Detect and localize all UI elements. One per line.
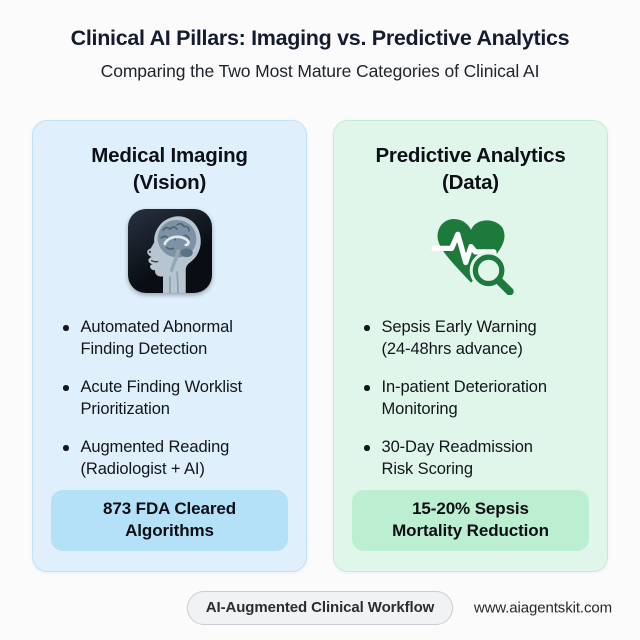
website-url: www.aiagentskit.com	[473, 599, 612, 617]
bullet-text: In-patient Deterioration	[381, 378, 548, 397]
card-title-line: Predictive Analytics	[375, 144, 566, 167]
badge-line: 15-20% Sepsis	[412, 498, 529, 518]
bullet-text: Prioritization	[80, 400, 170, 419]
bullet-text: Finding Detection	[80, 340, 208, 359]
bullet-icon	[63, 325, 69, 331]
brain-mri-icon	[127, 209, 212, 294]
list-item: 30-Day Readmission Risk Scoring	[364, 437, 589, 481]
list-item: Sepsis Early Warning (24-48hrs advance)	[364, 317, 589, 361]
card-title-line: Medical Imaging	[91, 144, 248, 167]
badge-line: 873 FDA Cleared	[103, 498, 236, 518]
card-icon-wrap	[127, 209, 212, 294]
bullet-text: Acute Finding Worklist	[80, 378, 243, 397]
bullet-text: (Radiologist + AI)	[80, 459, 205, 478]
footer: AI-Augmented Clinical Workflow www.aiage…	[0, 589, 640, 627]
bullet-text: Sepsis Early Warning	[381, 318, 537, 337]
feature-list: Automated Abnormal Finding Detection Acu…	[51, 317, 288, 481]
card-title-line: (Vision)	[132, 170, 207, 194]
card-predictive-analytics: Predictive Analytics (Data)	[333, 120, 608, 572]
header: Clinical AI Pillars: Imaging vs. Predict…	[0, 0, 640, 82]
card-title-predictive-analytics: Predictive Analytics (Data)	[352, 143, 589, 196]
bullet-text: (24-48hrs advance)	[381, 340, 523, 359]
stat-badge-sepsis: 15-20% Sepsis Mortality Reduction	[352, 489, 589, 551]
heart-pulse-magnifier-icon	[425, 208, 517, 296]
bullet-text: Automated Abnormal	[80, 318, 233, 337]
list-item: Acute Finding Worklist Prioritization	[63, 377, 288, 421]
workflow-pill: AI-Augmented Clinical Workflow	[186, 591, 454, 625]
card-title-line: (Data)	[442, 170, 499, 194]
badge-line: Algorithms	[125, 520, 214, 540]
list-item: Automated Abnormal Finding Detection	[63, 317, 288, 361]
workflow-pill-label: AI-Augmented Clinical Workflow	[205, 599, 435, 616]
bullet-icon	[364, 385, 370, 391]
comparison-cards: Medical Imaging (Vision)	[32, 120, 608, 572]
card-icon-wrap	[429, 209, 517, 296]
list-item: Augmented Reading (Radiologist + AI)	[63, 437, 288, 481]
bullet-icon	[63, 445, 69, 451]
bullet-text: Augmented Reading	[80, 438, 230, 457]
stat-badge-fda: 873 FDA Cleared Algorithms	[51, 489, 288, 551]
card-medical-imaging: Medical Imaging (Vision)	[32, 120, 307, 572]
bullet-text: Monitoring	[381, 400, 458, 419]
list-item: In-patient Deterioration Monitoring	[364, 377, 589, 421]
page-title: Clinical AI Pillars: Imaging vs. Predict…	[70, 26, 570, 50]
bullet-icon	[63, 385, 69, 391]
feature-list: Sepsis Early Warning (24-48hrs advance) …	[352, 317, 589, 481]
card-title-medical-imaging: Medical Imaging (Vision)	[51, 143, 288, 196]
bullet-icon	[364, 325, 370, 331]
bullet-icon	[364, 445, 370, 451]
page-subtitle: Comparing the Two Most Mature Categories…	[100, 60, 540, 81]
badge-line: Mortality Reduction	[392, 520, 549, 540]
bullet-text: Risk Scoring	[381, 459, 474, 478]
bullet-text: 30-Day Readmission	[381, 438, 533, 457]
